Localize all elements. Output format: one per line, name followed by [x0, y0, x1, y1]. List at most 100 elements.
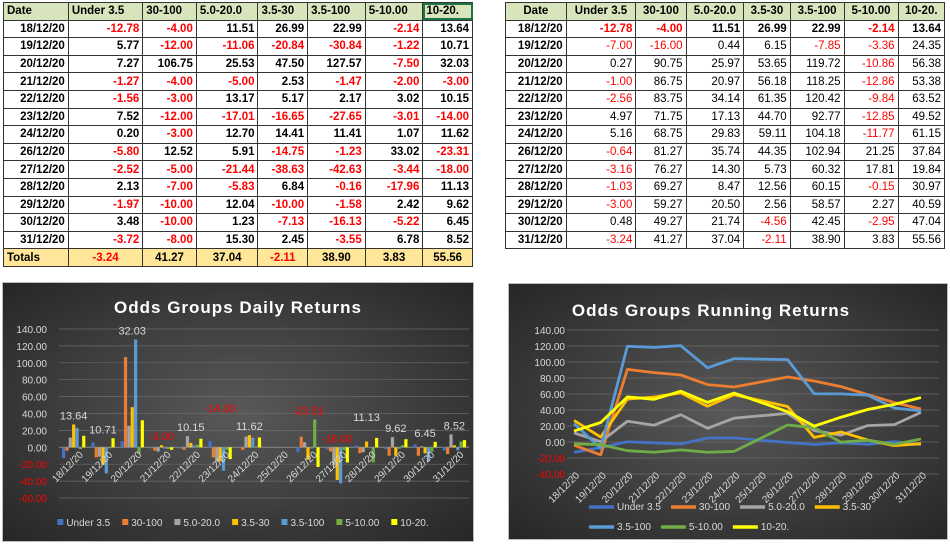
- value-cell[interactable]: 5.73: [744, 161, 790, 179]
- value-cell[interactable]: -16.00: [636, 38, 686, 56]
- value-cell[interactable]: -5.83: [196, 178, 258, 196]
- bar[interactable]: [326, 447, 329, 449]
- value-cell[interactable]: 13.17: [196, 90, 258, 108]
- value-cell[interactable]: -23.31: [423, 143, 473, 161]
- bar[interactable]: [365, 442, 368, 448]
- legend-item[interactable]: 5.0-20.0: [740, 502, 805, 513]
- value-cell[interactable]: 21.74: [686, 214, 744, 232]
- value-cell[interactable]: -14.00: [423, 108, 473, 126]
- value-cell[interactable]: 14.30: [686, 161, 744, 179]
- bar[interactable]: [111, 438, 114, 447]
- value-cell[interactable]: 71.75: [636, 108, 686, 126]
- series-line[interactable]: [574, 412, 921, 441]
- value-cell[interactable]: -1.03: [566, 178, 636, 196]
- date-cell[interactable]: 31/12/20: [506, 231, 567, 249]
- value-cell[interactable]: -16.13: [308, 214, 366, 232]
- value-cell[interactable]: -1.23: [308, 143, 366, 161]
- bar[interactable]: [329, 447, 332, 451]
- bar[interactable]: [186, 436, 189, 447]
- value-cell[interactable]: -10.86: [844, 55, 898, 73]
- value-cell[interactable]: -17.96: [365, 178, 423, 196]
- bar[interactable]: [420, 446, 423, 447]
- bar[interactable]: [62, 447, 65, 458]
- bar[interactable]: [460, 442, 463, 448]
- value-cell[interactable]: 61.15: [898, 126, 945, 144]
- value-cell[interactable]: 2.17: [308, 90, 366, 108]
- value-cell[interactable]: 9.62: [423, 196, 473, 214]
- bar[interactable]: [413, 444, 416, 447]
- bar[interactable]: [65, 447, 68, 450]
- value-cell[interactable]: -0.64: [566, 143, 636, 161]
- value-cell[interactable]: -2.11: [744, 231, 790, 249]
- bar[interactable]: [131, 407, 134, 447]
- value-cell[interactable]: 17.13: [686, 108, 744, 126]
- value-cell[interactable]: 53.38: [898, 73, 945, 91]
- date-cell[interactable]: 26/12/20: [506, 143, 567, 161]
- date-cell[interactable]: 21/12/20: [506, 73, 567, 91]
- value-cell[interactable]: 106.75: [143, 55, 197, 73]
- bar[interactable]: [134, 340, 137, 448]
- value-cell[interactable]: -4.00: [636, 20, 686, 38]
- value-cell[interactable]: -2.52: [68, 161, 142, 179]
- bar[interactable]: [199, 439, 202, 448]
- value-cell[interactable]: 12.52: [143, 143, 197, 161]
- value-cell[interactable]: 11.51: [196, 20, 258, 38]
- value-cell[interactable]: -7.85: [790, 38, 844, 56]
- total-cell[interactable]: -2.11: [258, 249, 308, 267]
- column-header[interactable]: Under 3.5: [68, 3, 142, 21]
- value-cell[interactable]: -7.13: [258, 214, 308, 232]
- value-cell[interactable]: -14.75: [258, 143, 308, 161]
- bar[interactable]: [443, 447, 446, 450]
- bar[interactable]: [342, 447, 345, 450]
- bar[interactable]: [212, 447, 215, 457]
- date-cell[interactable]: 28/12/20: [506, 178, 567, 196]
- value-cell[interactable]: -3.44: [365, 161, 423, 179]
- bar[interactable]: [244, 437, 247, 448]
- value-cell[interactable]: 14.41: [258, 126, 308, 144]
- bar[interactable]: [358, 447, 361, 453]
- bar[interactable]: [449, 434, 452, 447]
- date-cell[interactable]: 24/12/20: [506, 126, 567, 144]
- value-cell[interactable]: 25.53: [196, 55, 258, 73]
- total-cell[interactable]: 3.83: [365, 249, 423, 267]
- value-cell[interactable]: 35.74: [686, 143, 744, 161]
- total-cell[interactable]: 38.90: [308, 249, 366, 267]
- value-cell[interactable]: -5.00: [143, 161, 197, 179]
- value-cell[interactable]: 56.38: [898, 55, 945, 73]
- column-header[interactable]: 10-20.: [898, 3, 945, 21]
- bar[interactable]: [72, 424, 75, 447]
- bar[interactable]: [127, 426, 130, 448]
- value-cell[interactable]: 1.23: [196, 214, 258, 232]
- value-cell[interactable]: 102.94: [790, 143, 844, 161]
- bar[interactable]: [417, 447, 420, 455]
- value-cell[interactable]: -17.01: [196, 108, 258, 126]
- value-cell[interactable]: -3.55: [308, 231, 366, 249]
- bar[interactable]: [310, 447, 313, 448]
- bar[interactable]: [362, 447, 365, 452]
- value-cell[interactable]: -11.06: [196, 38, 258, 56]
- bar[interactable]: [167, 447, 170, 449]
- value-cell[interactable]: -12.85: [844, 108, 898, 126]
- bar[interactable]: [313, 419, 316, 447]
- value-cell[interactable]: 22.99: [790, 20, 844, 38]
- value-cell[interactable]: 8.52: [423, 231, 473, 249]
- value-cell[interactable]: 13.64: [423, 20, 473, 38]
- value-cell[interactable]: 92.77: [790, 108, 844, 126]
- date-cell[interactable]: 22/12/20: [4, 90, 69, 108]
- value-cell[interactable]: -10.00: [258, 196, 308, 214]
- date-cell[interactable]: 20/12/20: [4, 55, 69, 73]
- value-cell[interactable]: 127.57: [308, 55, 366, 73]
- value-cell[interactable]: -20.84: [258, 38, 308, 56]
- bar[interactable]: [75, 428, 78, 447]
- value-cell[interactable]: 58.57: [790, 196, 844, 214]
- value-cell[interactable]: 1.07: [365, 126, 423, 144]
- value-cell[interactable]: -1.58: [308, 196, 366, 214]
- value-cell[interactable]: 47.50: [258, 55, 308, 73]
- value-cell[interactable]: 3.02: [365, 90, 423, 108]
- column-header[interactable]: Date: [506, 3, 567, 21]
- value-cell[interactable]: 5.91: [196, 143, 258, 161]
- bar[interactable]: [225, 447, 228, 450]
- value-cell[interactable]: 6.78: [365, 231, 423, 249]
- value-cell[interactable]: 44.70: [744, 108, 790, 126]
- legend-item[interactable]: 5.0-20.0: [174, 518, 220, 529]
